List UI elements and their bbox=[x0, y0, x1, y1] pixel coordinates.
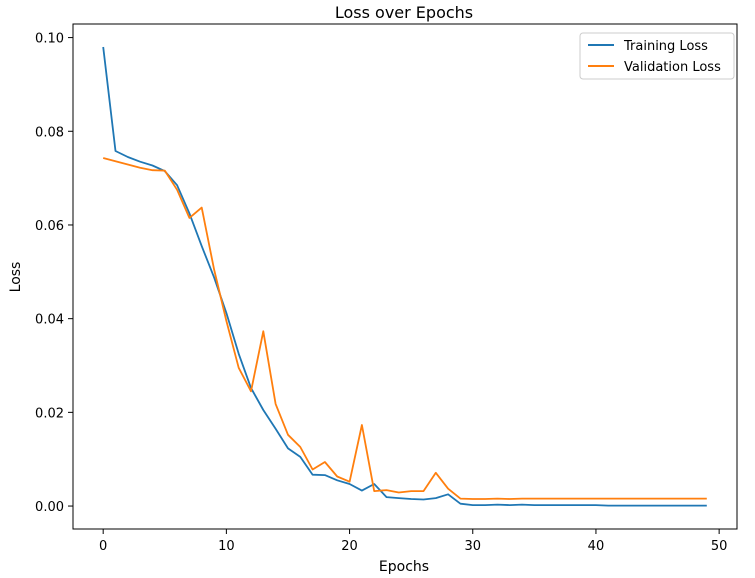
x-tick-label: 0 bbox=[99, 539, 107, 554]
legend-box bbox=[579, 32, 735, 80]
plot-frame bbox=[72, 23, 738, 530]
y-axis-label: Loss bbox=[8, 262, 24, 293]
x-tick-label: 10 bbox=[218, 539, 235, 554]
y-tick-label: 0.04 bbox=[35, 313, 64, 328]
chart-title: Loss over Epochs bbox=[335, 3, 473, 22]
y-tick-label: 0.02 bbox=[35, 406, 64, 421]
plot-area bbox=[102, 46, 707, 507]
legend: Training Loss Validation Loss bbox=[579, 32, 735, 80]
y-tick-label: 0.08 bbox=[35, 125, 64, 140]
x-tick-label: 20 bbox=[341, 539, 358, 554]
x-tick-label: 30 bbox=[464, 539, 481, 554]
x-axis-label: Epochs bbox=[379, 559, 429, 575]
x-tick-label: 50 bbox=[711, 539, 728, 554]
series-line-validation-loss bbox=[102, 157, 707, 500]
series-line-training-loss bbox=[102, 46, 707, 507]
legend-label-training: Training Loss bbox=[623, 39, 708, 54]
y-tick-label: 0.10 bbox=[35, 32, 64, 47]
y-axis-ticks: 0.00 0.02 0.04 0.06 0.08 0.10 bbox=[35, 32, 73, 515]
x-axis-ticks: 0 10 20 30 40 50 bbox=[99, 529, 727, 554]
x-tick-label: 40 bbox=[588, 539, 605, 554]
y-tick-label: 0.06 bbox=[35, 219, 64, 234]
legend-label-validation: Validation Loss bbox=[624, 60, 721, 75]
y-tick-label: 0.00 bbox=[35, 500, 64, 515]
